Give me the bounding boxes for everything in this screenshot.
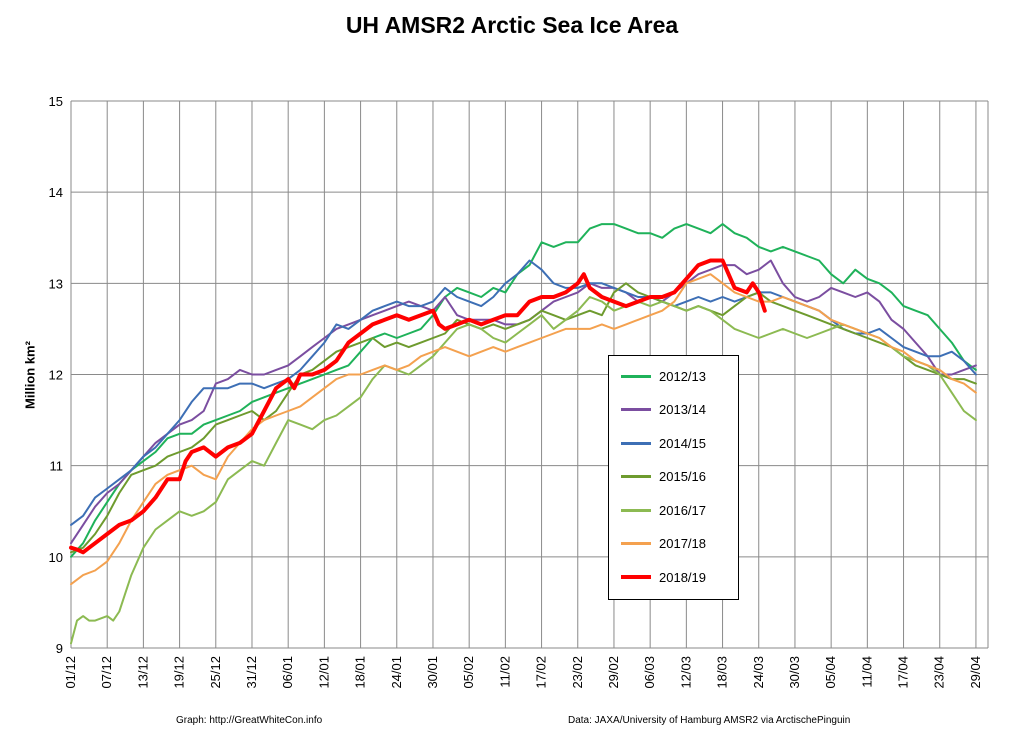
legend-swatch [621, 374, 651, 378]
legend-swatch [621, 508, 651, 512]
legend-swatch [621, 408, 651, 411]
legend-swatch [621, 542, 651, 545]
series-line-2016-17 [70, 296, 977, 645]
series-line-2018-19 [69, 258, 767, 555]
legend-label: 2017/18 [659, 536, 706, 551]
x-tick-label: 18/01 [353, 656, 368, 689]
x-tick-label: 30/03 [787, 656, 802, 689]
x-tick-label: 01/12 [63, 656, 78, 689]
legend-label: 2016/17 [659, 502, 706, 518]
x-tick-label: 12/03 [678, 656, 693, 689]
x-tick-label: 25/12 [208, 656, 223, 689]
x-tick-label: 29/02 [606, 656, 621, 689]
series-line-2012-13 [70, 223, 977, 558]
x-tick-label: 06/01 [280, 656, 295, 689]
legend-swatch [621, 441, 651, 445]
legend-label: 2014/15 [659, 435, 706, 451]
x-tick-label: 17/04 [896, 656, 911, 689]
x-tick-label: 30/01 [425, 656, 440, 689]
legend-item: 2017/18 [621, 534, 706, 554]
series-line-2017-18 [70, 273, 977, 586]
legend-label: 2013/14 [659, 402, 706, 417]
legend: 2012/13 2013/14 2014/15 2015/16 2016/17 2017/… [608, 355, 739, 600]
series-line-2014-15 [70, 259, 977, 526]
y-tick-label: 14 [49, 185, 63, 200]
x-tick-label: 24/03 [751, 656, 766, 689]
x-tick-label: 23/04 [932, 656, 947, 689]
legend-item: 2015/16 [621, 467, 706, 487]
legend-item: 2013/14 [621, 400, 706, 420]
legend-item: 2018/19 [621, 567, 706, 587]
legend-label: 2015/16 [659, 469, 706, 484]
footer-source-data: Data: JAXA/University of Hamburg AMSR2 v… [568, 715, 851, 726]
x-tick-label: 05/04 [823, 656, 838, 689]
legend-item: 2014/15 [621, 433, 706, 453]
footer-source-graph: Graph: http://GreatWhiteCon.info [176, 715, 323, 726]
y-tick-label: 10 [49, 550, 63, 565]
x-tick-label: 07/12 [99, 656, 114, 689]
x-tick-label: 05/02 [461, 656, 476, 689]
legend-label: 2018/19 [659, 569, 706, 585]
x-tick-label: 13/12 [135, 656, 150, 689]
series-line-2013-14 [70, 259, 977, 545]
series-line-2015-16 [70, 282, 977, 554]
legend-item: 2016/17 [621, 500, 706, 520]
y-tick-label: 13 [49, 276, 63, 291]
x-tick-label: 18/03 [715, 656, 730, 689]
y-tick-label: 15 [49, 94, 63, 109]
x-tick-label: 31/12 [244, 656, 259, 689]
x-tick-label: 11/02 [497, 656, 512, 688]
x-tick-label: 11/04 [859, 656, 874, 688]
x-tick-label: 06/03 [642, 656, 657, 689]
x-tick-label: 29/04 [968, 656, 983, 689]
x-tick-label: 17/02 [534, 656, 549, 689]
y-tick-label: 9 [56, 641, 63, 656]
legend-label: 2012/13 [659, 368, 706, 384]
y-tick-label: 11 [50, 459, 64, 474]
chart-title: UH AMSR2 Arctic Sea Ice Area [345, 12, 679, 38]
x-tick-label: 23/02 [570, 656, 585, 689]
legend-swatch [621, 575, 651, 579]
legend-swatch [621, 475, 651, 478]
legend-item: 2012/13 [621, 366, 706, 386]
x-tick-label: 19/12 [172, 656, 187, 689]
x-tick-label: 24/01 [389, 656, 404, 689]
x-tick-label: 12/01 [316, 656, 331, 689]
y-tick-label: 12 [49, 368, 63, 383]
